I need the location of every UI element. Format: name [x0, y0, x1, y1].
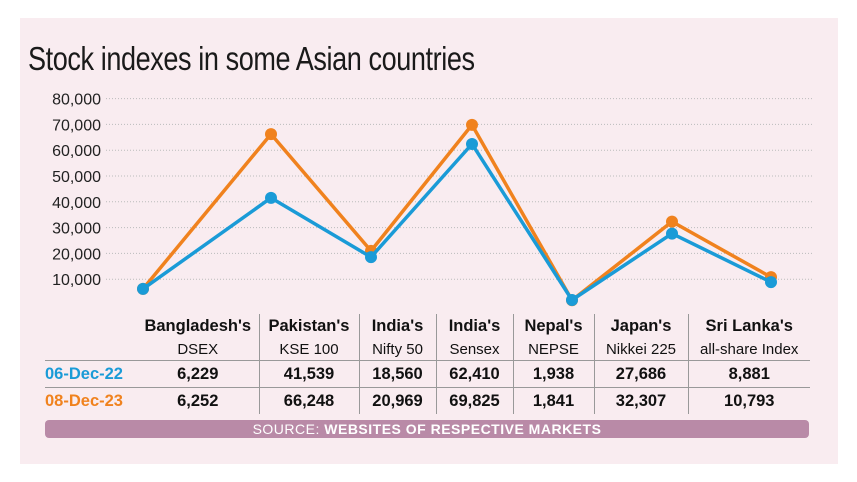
table-cell: 27,686	[593, 360, 688, 388]
data-point	[265, 128, 277, 141]
y-tick-label: 70,000	[52, 117, 101, 134]
data-point	[666, 215, 678, 228]
data-point	[466, 118, 478, 131]
y-tick-label: 60,000	[52, 143, 101, 160]
y-tick-label: 80,000	[52, 92, 101, 109]
table-cell: 8,881	[687, 360, 810, 388]
y-tick-label: 40,000	[52, 195, 101, 212]
data-point	[265, 191, 277, 204]
y-tick-label: 50,000	[52, 169, 101, 186]
y-tick-label: 30,000	[52, 221, 101, 238]
column-index-name: Nifty 50	[358, 338, 436, 361]
series-label: 08-Dec-23	[45, 387, 137, 414]
y-tick-label: 20,000	[52, 246, 101, 263]
series-label: 06-Dec-22	[45, 360, 137, 388]
table-cell: 69,825	[435, 387, 513, 414]
column-country: India's	[435, 314, 513, 338]
column-country: Nepal's	[512, 314, 594, 338]
column-index-name: KSE 100	[258, 338, 359, 361]
table-corner	[45, 314, 137, 338]
column-index-name: DSEX	[177, 340, 219, 358]
source-text: WEBSITES OF RESPECTIVE MARKETS	[324, 421, 602, 437]
column-index-name: NEPSE	[512, 338, 594, 361]
series-line-1	[141, 123, 772, 303]
data-point	[137, 282, 149, 295]
column-country: India's	[358, 314, 436, 338]
table-corner	[45, 338, 137, 361]
table-cell: 62,410	[435, 360, 513, 388]
chart-title: Stock indexes in some Asian countries	[28, 40, 475, 77]
column-country: Bangladesh's	[144, 316, 252, 335]
table-cell: 6,229	[137, 360, 259, 388]
source-bar: SOURCE: WEBSITES OF RESPECTIVE MARKETS	[45, 420, 809, 438]
table-cell: 32,307	[593, 387, 688, 414]
data-point	[365, 251, 377, 264]
table-cell: 6,252	[137, 387, 259, 414]
data-point	[765, 276, 777, 289]
column-country: Pakistan's	[258, 314, 359, 338]
table-cell: 66,248	[258, 387, 359, 414]
data-point	[466, 137, 478, 150]
column-index-name: Nikkei 225	[593, 338, 688, 361]
column-index-name: Sensex	[435, 338, 513, 361]
source-prefix: SOURCE:	[252, 421, 320, 437]
table-cell: 18,560	[358, 360, 436, 388]
data-point	[566, 293, 578, 306]
data-point	[666, 227, 678, 240]
data-table: Bangladesh's Pakistan's India's India's Nepa…	[45, 314, 810, 414]
column-country: Japan's	[593, 314, 688, 338]
table-cell: 10,793	[687, 387, 810, 414]
column-country: Sri Lanka's	[687, 314, 810, 338]
table-cell: 1,938	[512, 360, 594, 388]
table-cell: 20,969	[358, 387, 436, 414]
table-cell: 41,539	[258, 360, 359, 388]
y-tick-label: 10,000	[52, 272, 101, 289]
table-cell: 1,841	[512, 387, 594, 414]
column-index-name: all-share Index	[687, 338, 810, 361]
